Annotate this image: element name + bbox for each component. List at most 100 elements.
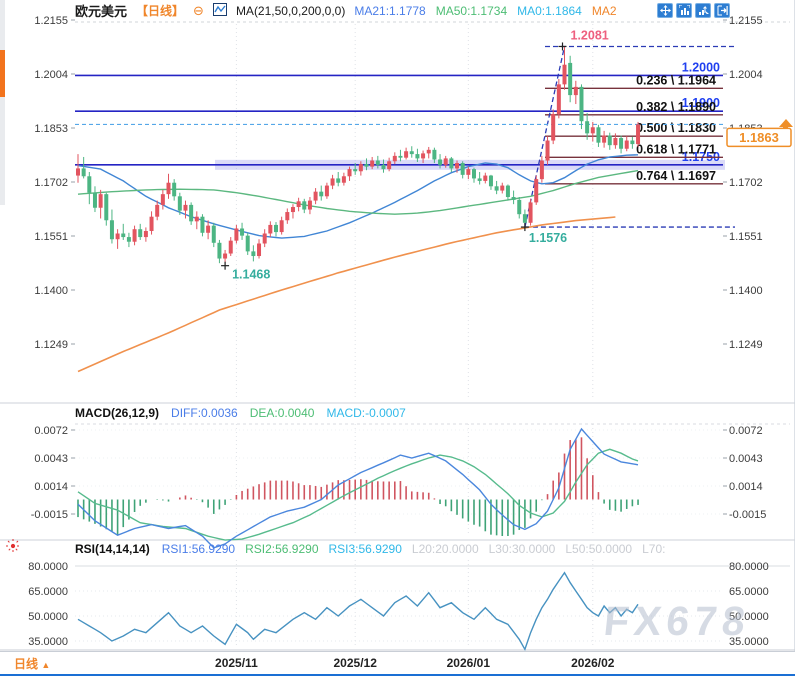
candle-body <box>443 158 448 165</box>
candle-body <box>562 64 567 85</box>
swing-low-label: 1.1468 <box>232 268 270 282</box>
candle-body <box>398 155 403 158</box>
candle-body <box>336 178 341 183</box>
price-axis-label-right: 1.1551 <box>729 231 763 243</box>
price-axis-label-left: 1.2155 <box>34 15 68 27</box>
candle-body <box>556 84 561 115</box>
left-scrollbar-thumb[interactable] <box>0 50 5 97</box>
candle-body <box>324 185 329 197</box>
hline-price-label: 1.2000 <box>682 60 720 74</box>
date-axis-label: 2026/01 <box>446 656 491 670</box>
candle-body <box>415 154 420 159</box>
left-scrollbar <box>0 0 5 205</box>
candle-body <box>466 169 471 175</box>
candle-body <box>545 140 550 161</box>
candle-body <box>488 175 493 187</box>
candle-body <box>602 135 607 143</box>
candle-body <box>636 124 641 145</box>
timeframe-button[interactable]: 日线 ▲ <box>14 657 51 671</box>
candle-body <box>121 233 126 238</box>
candle-body <box>500 185 505 191</box>
fib-level-label: 0.382 \ 1.1890 <box>636 100 716 114</box>
candle-body <box>404 151 409 158</box>
candle-body <box>432 149 437 160</box>
main-chart-header: 欧元美元 【日线】 ⊖ MA(21,50,0,200,0,0) MA21:1.1… <box>75 2 627 19</box>
value-label: RSI1:56.9290 <box>161 542 236 556</box>
fib-level-label: 0.764 \ 1.1697 <box>636 169 716 183</box>
timeframe-tag: 【日线】 <box>136 4 185 18</box>
candle-body <box>471 169 476 179</box>
ma21-line <box>77 154 639 239</box>
fib-level-label: 0.236 \ 1.1964 <box>636 73 716 87</box>
candle-body <box>426 149 431 154</box>
candle-body <box>438 159 443 165</box>
candle-body <box>347 169 352 177</box>
candle-body <box>160 194 165 205</box>
candle-body <box>528 202 533 223</box>
candle-body <box>596 127 601 143</box>
candle-body <box>194 216 199 222</box>
candle-body <box>307 200 312 210</box>
candle-body <box>268 224 273 234</box>
candle-body <box>87 176 92 193</box>
time-axis-bar: 日线 ▲ 2025/11 2025/12 2026/01 2026/02 <box>0 651 795 674</box>
hline-price-label: 1.1900 <box>682 96 720 110</box>
candle-body <box>251 251 256 257</box>
candle-body <box>483 175 488 181</box>
candle-body <box>511 197 516 200</box>
candle-body <box>392 155 397 162</box>
candle-body <box>568 62 573 96</box>
macd-axis-label-right: 0.0014 <box>729 481 763 493</box>
rsi-title: RSI(14,14,14) <box>75 542 150 556</box>
candle-body <box>285 212 290 221</box>
candle-body <box>240 228 245 236</box>
price-axis-label-right: 1.2004 <box>729 69 763 81</box>
candle-body <box>217 242 222 259</box>
indicator-chart-icon[interactable] <box>212 2 227 19</box>
candle-body <box>375 160 380 165</box>
price-axis-label-left: 1.1249 <box>34 339 68 351</box>
rsi-line <box>77 571 639 651</box>
value-label: MA50:1.1734 <box>435 3 508 18</box>
candle-body <box>200 216 205 233</box>
pointer-chart-icon[interactable] <box>695 3 711 18</box>
candle-body <box>81 168 86 177</box>
rsi-axis-label-left: 35.0000 <box>28 636 68 648</box>
candle-body <box>115 233 120 240</box>
fib-level-label: 0.618 \ 1.1771 <box>636 142 716 156</box>
candle-body <box>421 153 426 159</box>
candle-body <box>234 228 239 241</box>
macd-axis-label-left: 0.0072 <box>34 425 68 437</box>
candle-body <box>505 185 510 198</box>
candle-body <box>455 163 460 169</box>
price-axis-label-right: 1.1400 <box>729 285 763 297</box>
pan-icon[interactable] <box>657 3 673 18</box>
candle-body <box>539 160 544 180</box>
rsi-axis-label-left: 65.0000 <box>28 586 68 598</box>
collapse-icon[interactable]: ⊖ <box>193 2 204 18</box>
fx678-watermark: FX678 <box>601 598 753 644</box>
candle-body <box>460 163 465 175</box>
candle-body <box>387 161 392 170</box>
candle-body <box>183 204 188 211</box>
candle-body <box>370 160 375 167</box>
current-price-tag <box>726 127 792 148</box>
macd-axis-label-left: 0.0014 <box>34 481 68 493</box>
rsi-axis-label-right: 50.0000 <box>729 611 769 623</box>
candle-body <box>619 138 624 149</box>
candle-body <box>228 240 233 254</box>
price-axis-label-right: 1.1249 <box>729 339 763 351</box>
fib-trend-diagonal[interactable] <box>524 46 566 228</box>
candle-body <box>517 199 522 215</box>
exit-right-icon[interactable] <box>714 3 730 18</box>
current-price-value: 1.1863 <box>739 130 779 145</box>
fit-chart-icon[interactable] <box>676 3 692 18</box>
macd-axis-label-left: 0.0043 <box>34 453 68 465</box>
candle-body <box>449 158 454 169</box>
candle-body <box>296 201 301 208</box>
indicator-settings-sun-icon[interactable] <box>5 538 21 559</box>
candle-body <box>607 135 612 146</box>
price-axis-label-left: 1.1551 <box>34 231 68 243</box>
rsi-header: RSI(14,14,14) RSI1:56.9290 RSI2:56.9290 RS… <box>75 542 675 556</box>
